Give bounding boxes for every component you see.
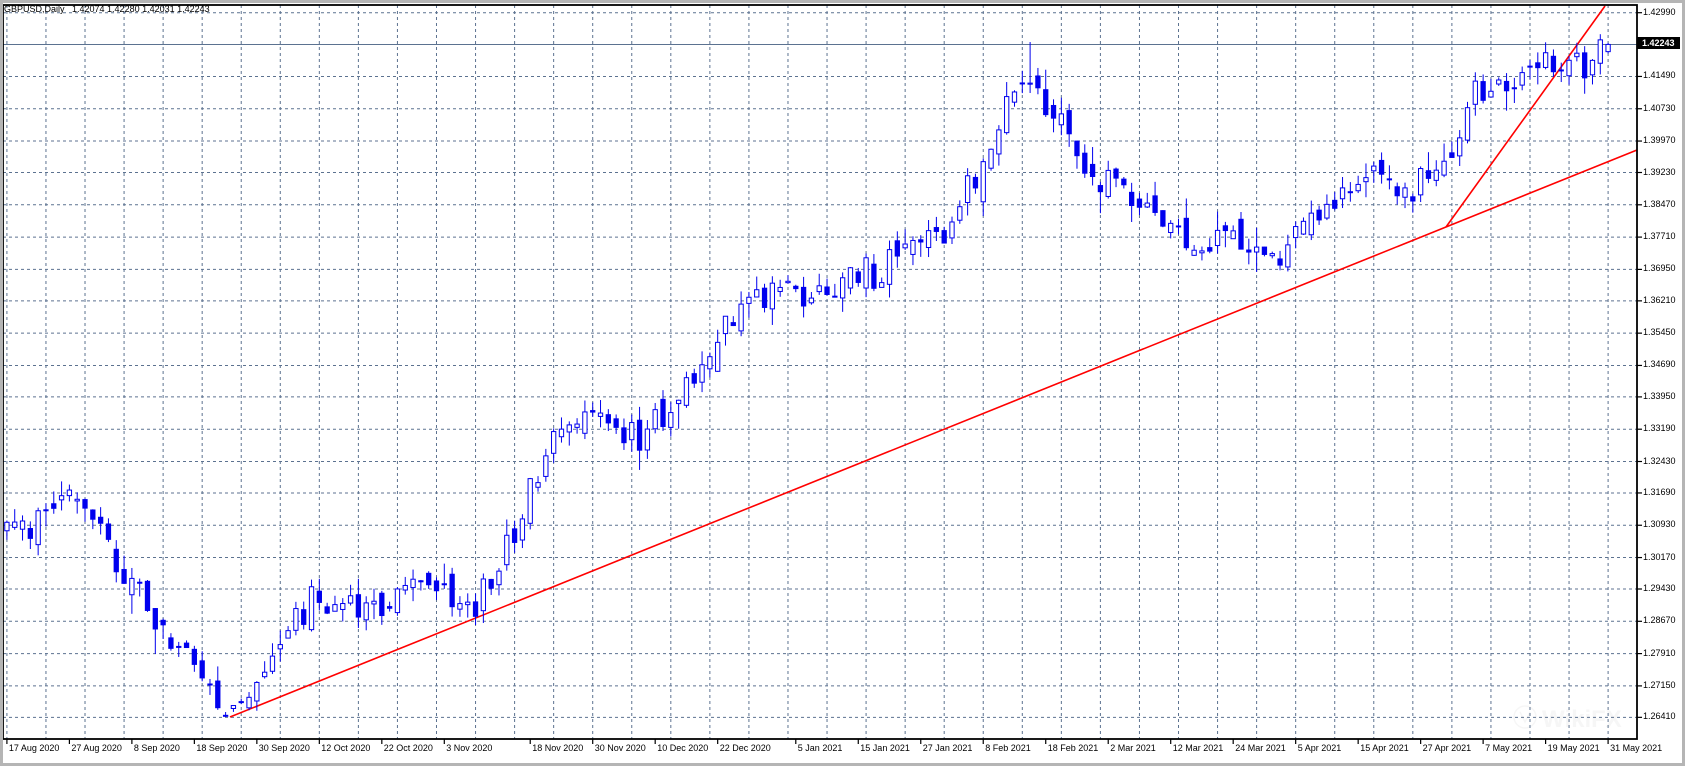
svg-text:WikiFX: WikiFX [1542,706,1622,733]
